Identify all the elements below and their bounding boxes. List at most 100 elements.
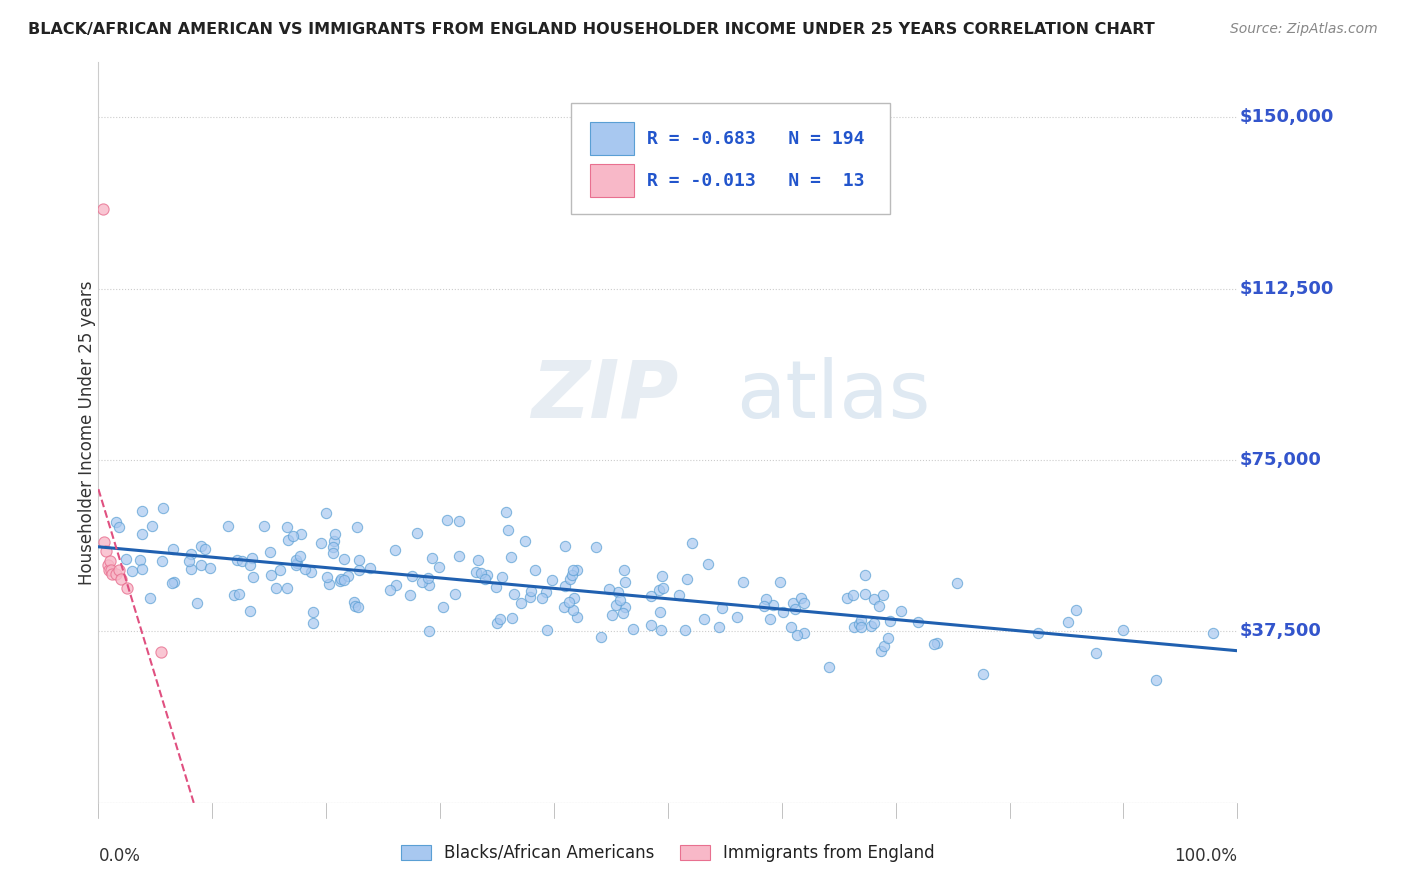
- Point: [818, 660, 841, 674]
- Point: [560, 572, 582, 586]
- Point: [1026, 625, 1049, 640]
- Text: BLACK/AFRICAN AMERICAN VS IMMIGRANTS FROM ENGLAND HOUSEHOLDER INCOME UNDER 25 YE: BLACK/AFRICAN AMERICAN VS IMMIGRANTS FRO…: [28, 22, 1154, 37]
- Point: [264, 581, 287, 595]
- Point: [333, 552, 356, 566]
- Point: [346, 520, 368, 534]
- Point: [872, 588, 894, 602]
- Point: [385, 578, 408, 592]
- Point: [343, 595, 366, 609]
- Point: [1085, 646, 1108, 660]
- Point: [180, 547, 202, 561]
- Point: [554, 539, 576, 553]
- Point: [276, 519, 298, 533]
- Point: [841, 588, 863, 602]
- Point: [650, 623, 672, 637]
- Point: [152, 500, 174, 515]
- Point: [100, 563, 122, 577]
- Point: [344, 599, 367, 614]
- Point: [793, 626, 815, 640]
- Point: [436, 513, 458, 527]
- Point: [793, 596, 815, 610]
- Point: [585, 541, 607, 555]
- Point: [131, 527, 153, 541]
- Point: [336, 569, 359, 583]
- Point: [531, 591, 554, 606]
- Point: [600, 608, 623, 623]
- Point: [613, 574, 636, 589]
- Point: [96, 544, 118, 558]
- Point: [491, 570, 513, 584]
- Point: [190, 539, 212, 553]
- Point: [276, 581, 298, 595]
- Point: [177, 554, 200, 568]
- Point: [946, 575, 969, 590]
- Point: [1064, 603, 1087, 617]
- Legend: Blacks/African Americans, Immigrants from England: Blacks/African Americans, Immigrants fro…: [394, 838, 942, 869]
- FancyBboxPatch shape: [571, 103, 890, 214]
- Point: [328, 574, 350, 588]
- Point: [848, 616, 870, 631]
- Point: [160, 575, 183, 590]
- Point: [567, 609, 589, 624]
- Point: [782, 596, 804, 610]
- Point: [651, 569, 673, 583]
- Point: [519, 590, 541, 604]
- Point: [101, 567, 124, 582]
- Point: [359, 561, 381, 575]
- Point: [115, 581, 138, 595]
- Point: [121, 564, 143, 578]
- Point: [301, 616, 323, 631]
- Point: [186, 596, 208, 610]
- Text: Source: ZipAtlas.com: Source: ZipAtlas.com: [1230, 22, 1378, 37]
- Point: [510, 597, 533, 611]
- Point: [239, 604, 262, 618]
- Point: [322, 540, 344, 554]
- Text: $75,000: $75,000: [1240, 451, 1322, 469]
- Point: [104, 567, 127, 582]
- Point: [607, 585, 630, 599]
- Point: [150, 554, 173, 568]
- Text: atlas: atlas: [737, 357, 931, 434]
- Point: [648, 583, 671, 598]
- Point: [284, 552, 307, 566]
- Point: [693, 612, 716, 626]
- Point: [562, 563, 585, 577]
- Point: [290, 527, 312, 541]
- Point: [486, 615, 509, 630]
- FancyBboxPatch shape: [591, 164, 634, 197]
- Point: [561, 603, 583, 617]
- Point: [239, 558, 262, 573]
- Point: [416, 571, 439, 585]
- Text: $37,500: $37,500: [1240, 623, 1322, 640]
- Point: [194, 542, 217, 557]
- Point: [524, 563, 547, 577]
- Point: [676, 572, 699, 586]
- Point: [681, 536, 703, 550]
- Point: [863, 592, 886, 607]
- Point: [411, 575, 433, 590]
- Point: [108, 563, 131, 577]
- Point: [540, 573, 562, 587]
- Point: [93, 535, 115, 549]
- Point: [318, 577, 340, 591]
- Point: [876, 632, 898, 646]
- Point: [418, 624, 440, 639]
- Point: [444, 587, 467, 601]
- Point: [513, 534, 536, 549]
- Point: [253, 519, 276, 533]
- Point: [907, 615, 929, 629]
- Point: [105, 515, 128, 529]
- Point: [449, 514, 471, 528]
- Point: [890, 604, 912, 618]
- Point: [495, 505, 517, 519]
- Point: [873, 639, 896, 653]
- Point: [759, 612, 782, 626]
- Point: [190, 558, 212, 572]
- Point: [91, 202, 114, 216]
- Point: [285, 556, 308, 570]
- Point: [198, 561, 221, 575]
- Point: [285, 558, 308, 572]
- Point: [605, 598, 627, 612]
- Point: [1112, 623, 1135, 637]
- Point: [554, 579, 576, 593]
